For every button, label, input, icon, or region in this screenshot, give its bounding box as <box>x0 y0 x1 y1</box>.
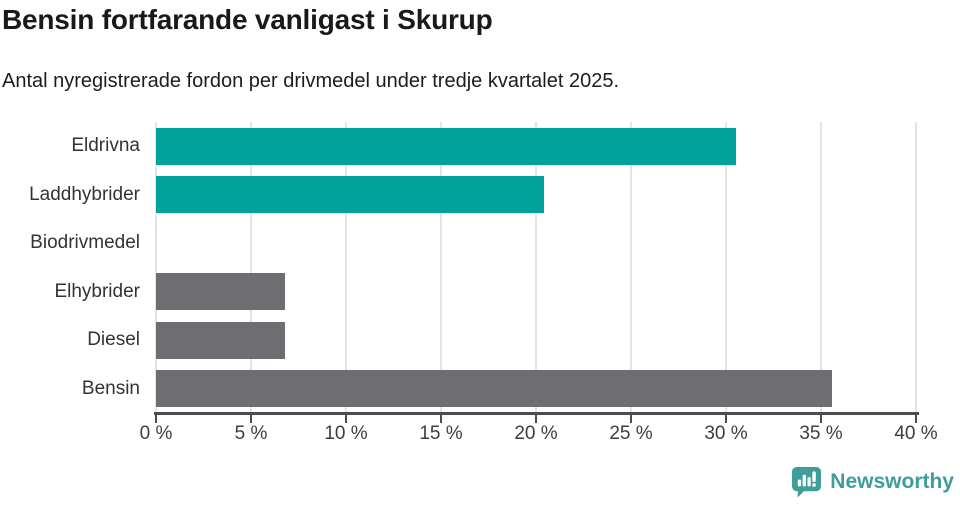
bar-bensin <box>156 370 833 408</box>
bar-diesel <box>156 321 286 359</box>
gridline <box>250 122 252 413</box>
x-axis-tick <box>440 414 442 423</box>
chart-title: Bensin fortfarande vanligast i Skurup <box>2 4 493 35</box>
bar-chart-speech-bubble-icon <box>792 466 822 498</box>
x-axis-tick-label: 30 % <box>704 423 748 444</box>
x-axis-tick <box>345 414 347 423</box>
y-axis-label: Biodrivmedel <box>30 232 140 253</box>
y-axis-label: Eldrivna <box>71 135 140 156</box>
y-axis-label: Elhybrider <box>54 280 140 302</box>
chart-subtitle: Antal nyregistrerade fordon per drivmede… <box>2 70 620 92</box>
x-axis-tick-label: 40 % <box>894 423 938 444</box>
gridline <box>440 122 442 413</box>
x-axis-tick <box>725 414 727 423</box>
gridline <box>725 122 727 413</box>
x-axis-line <box>154 412 919 415</box>
plot-area <box>155 122 917 413</box>
x-axis-tick-label: 0 % <box>139 423 173 444</box>
x-axis-tick <box>155 414 157 423</box>
newsworthy-logo: Newsworthy <box>791 466 954 498</box>
newsworthy-logo-text: Newsworthy <box>830 470 954 493</box>
x-axis-tick-label: 25 % <box>609 423 653 444</box>
x-axis-tick <box>630 414 632 423</box>
gridline <box>630 122 632 413</box>
y-axis-label: Laddhybrider <box>29 183 140 205</box>
y-axis-label: Bensin <box>81 377 140 399</box>
x-axis-tick-label: 35 % <box>799 423 843 444</box>
bar-laddhybrider <box>156 176 544 214</box>
x-axis-tick-label: 5 % <box>234 423 268 444</box>
gridline <box>820 122 822 413</box>
x-axis-tick <box>915 414 917 423</box>
x-axis-tick <box>250 414 252 423</box>
x-axis-tick <box>820 414 822 423</box>
x-axis-tick-label: 15 % <box>419 423 463 444</box>
gridline <box>535 122 537 413</box>
x-axis-tick-label: 10 % <box>324 423 368 444</box>
y-axis-label: Diesel <box>87 329 140 350</box>
gridline <box>915 122 917 413</box>
bar-elhybrider <box>156 273 286 311</box>
x-axis-tick <box>535 414 537 423</box>
gridline <box>155 122 157 413</box>
bar-eldrivna <box>156 127 736 165</box>
x-axis-tick-label: 20 % <box>514 423 558 444</box>
gridline <box>345 122 347 413</box>
